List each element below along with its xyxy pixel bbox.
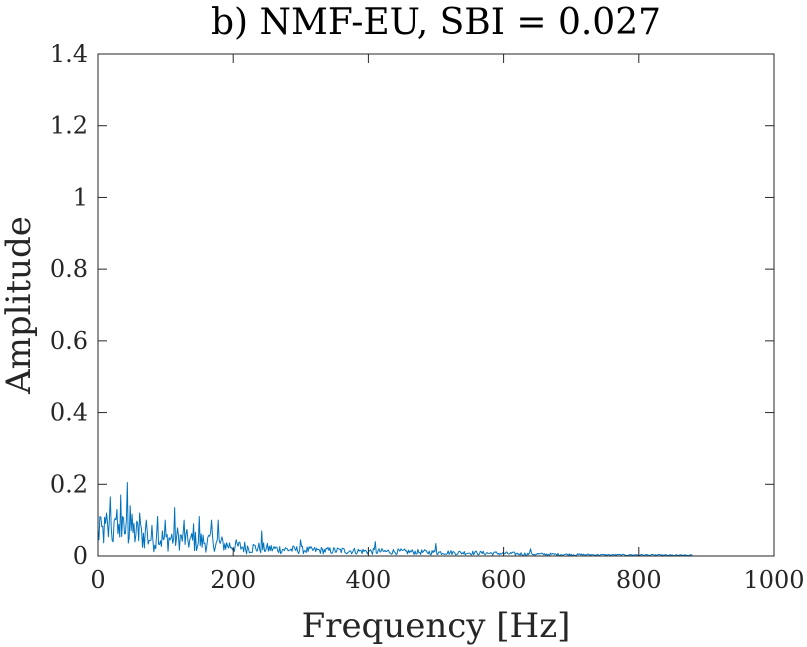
chart-title: b) NMF-EU, SBI = 0.027 [211,2,661,43]
x-tick-label: 600 [481,566,527,594]
y-tick-label: 1.2 [50,112,88,140]
y-tick-label: 0.2 [50,470,88,498]
x-tick-label: 200 [210,566,256,594]
plot-area [97,53,775,557]
x-axis-label: Frequency [Hz] [302,606,571,646]
y-axis-label: Amplitude [0,216,39,395]
y-tick-label: 0.8 [50,255,88,283]
x-tick-label: 400 [345,566,391,594]
y-axis: 0 0.2 0.4 0.6 0.8 1 1.2 1.4 [50,40,774,570]
series-line-spectrum [97,481,693,557]
y-tick-label: 0.4 [50,399,88,427]
y-tick-label: 0 [73,542,88,570]
x-tick-label: 0 [90,566,105,594]
x-tick-label: 800 [616,566,662,594]
y-tick-label: 1 [73,183,88,211]
x-tick-label: 1000 [743,566,804,594]
y-tick-label: 1.4 [50,40,88,68]
plot-background [98,54,774,556]
y-tick-label: 0.6 [50,327,88,355]
x-axis: 0 200 400 600 800 1000 [90,54,805,594]
plot-frame [97,53,775,557]
